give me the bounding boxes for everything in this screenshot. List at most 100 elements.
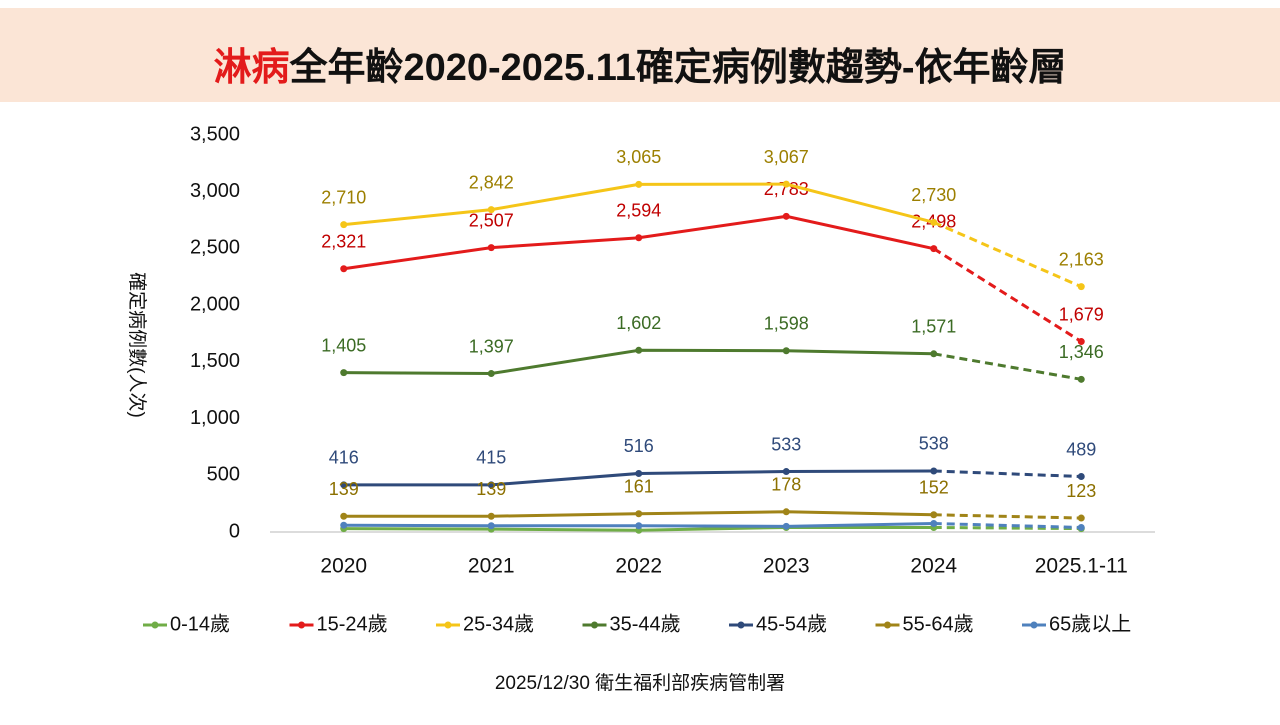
series-line-dashed: [933, 469, 1082, 479]
legend-label: 0-14歲: [170, 612, 230, 635]
series-line-dashed: [932, 247, 1083, 343]
point: [487, 481, 495, 489]
data-label: 139: [329, 479, 359, 499]
series-line-dashed: [933, 513, 1082, 520]
series-line-dashed: [933, 352, 1082, 381]
point: [340, 369, 348, 377]
data-label: 1,679: [1059, 304, 1104, 324]
data-label: 1,397: [469, 336, 514, 356]
data-label: 1,405: [321, 335, 366, 355]
y-axis-label: 確定病例數(人次): [126, 272, 148, 418]
series-line-dashed: [933, 525, 1082, 531]
data-label: 3,067: [764, 147, 809, 167]
data-label: 416: [329, 448, 359, 468]
point: [930, 519, 938, 527]
x-tick-label: 2021: [468, 555, 515, 578]
point: [487, 512, 495, 520]
legend-marker: [1030, 621, 1038, 629]
x-tick-label: 2023: [763, 555, 810, 578]
point: [635, 510, 643, 518]
data-label: 2,710: [321, 187, 366, 207]
legend-label: 55-64歲: [903, 612, 974, 635]
point: [782, 347, 790, 355]
data-label: 1,346: [1059, 342, 1104, 362]
series-line-dashed: [933, 220, 1082, 289]
data-label: 2,321: [321, 231, 366, 251]
point: [1077, 338, 1085, 346]
legend-label: 45-54歲: [756, 612, 827, 635]
point: [340, 512, 348, 520]
data-label: 2,507: [469, 210, 514, 230]
data-label: 516: [624, 436, 654, 456]
point: [635, 234, 643, 242]
point: [635, 469, 643, 477]
point: [1077, 514, 1085, 522]
data-label: 178: [771, 475, 801, 495]
data-label: 2,594: [616, 201, 661, 221]
data-label: 3,065: [616, 147, 661, 167]
series-line-dashed: [933, 521, 1082, 529]
data-label: 139: [476, 479, 506, 499]
data-label: 415: [476, 448, 506, 468]
data-label: 2,730: [911, 185, 956, 205]
legend-marker: [298, 621, 305, 629]
chart-title-highlight: 淋病: [213, 47, 289, 89]
x-tick-label: 2022: [615, 555, 662, 578]
point: [487, 522, 495, 530]
point: [1077, 375, 1085, 383]
point: [635, 180, 643, 188]
y-tick-label: 500: [207, 464, 240, 486]
y-tick-label: 3,000: [190, 180, 240, 202]
point: [930, 350, 938, 358]
point: [487, 244, 495, 252]
point: [340, 521, 348, 529]
data-label: 2,163: [1059, 249, 1104, 269]
y-tick-label: 2,000: [190, 293, 240, 315]
point: [1077, 283, 1085, 291]
data-label: 1,598: [764, 313, 809, 333]
source-note: 2025/12/30 衛生福利部疾病管制署: [495, 672, 785, 694]
y-tick-label: 1,500: [190, 350, 240, 372]
data-label: 123: [1066, 481, 1096, 501]
y-tick-label: 0: [229, 520, 240, 542]
point: [782, 212, 790, 220]
point: [930, 245, 938, 253]
data-label: 1,571: [911, 317, 956, 337]
legend-label: 65歲以上: [1049, 612, 1131, 635]
point: [930, 218, 938, 226]
chart-title: 全年齡2020-2025.11確定病例數趨勢-依年齡層: [288, 46, 1066, 89]
point: [340, 481, 348, 489]
title-band: [0, 8, 1280, 102]
legend-marker: [151, 621, 159, 629]
point: [782, 180, 790, 188]
point: [930, 511, 938, 519]
data-label: 152: [919, 478, 949, 498]
legend-label: 15-24歲: [317, 612, 388, 635]
point: [487, 370, 495, 378]
data-label: 1,602: [616, 313, 661, 333]
y-tick-label: 1,000: [190, 407, 240, 429]
point: [782, 508, 790, 516]
data-label: 2,842: [469, 172, 514, 192]
legend-label: 35-44歲: [610, 612, 681, 635]
x-tick-label: 2024: [910, 555, 957, 578]
legend-marker: [591, 621, 598, 629]
point: [635, 346, 643, 354]
point: [782, 522, 790, 530]
x-tick-label: 2020: [320, 555, 367, 578]
point: [930, 467, 938, 475]
legend-marker: [884, 621, 891, 629]
point: [340, 221, 348, 229]
y-tick-label: 3,500: [190, 123, 240, 145]
x-tick-label: 2025.1-11: [1035, 555, 1128, 578]
data-label: 489: [1066, 439, 1096, 459]
point: [635, 522, 643, 530]
data-label: 538: [919, 434, 949, 454]
point: [487, 206, 495, 214]
point: [1077, 473, 1085, 481]
series-line: [343, 214, 935, 271]
point: [340, 265, 348, 273]
legend-marker: [737, 621, 745, 629]
point: [782, 468, 790, 476]
